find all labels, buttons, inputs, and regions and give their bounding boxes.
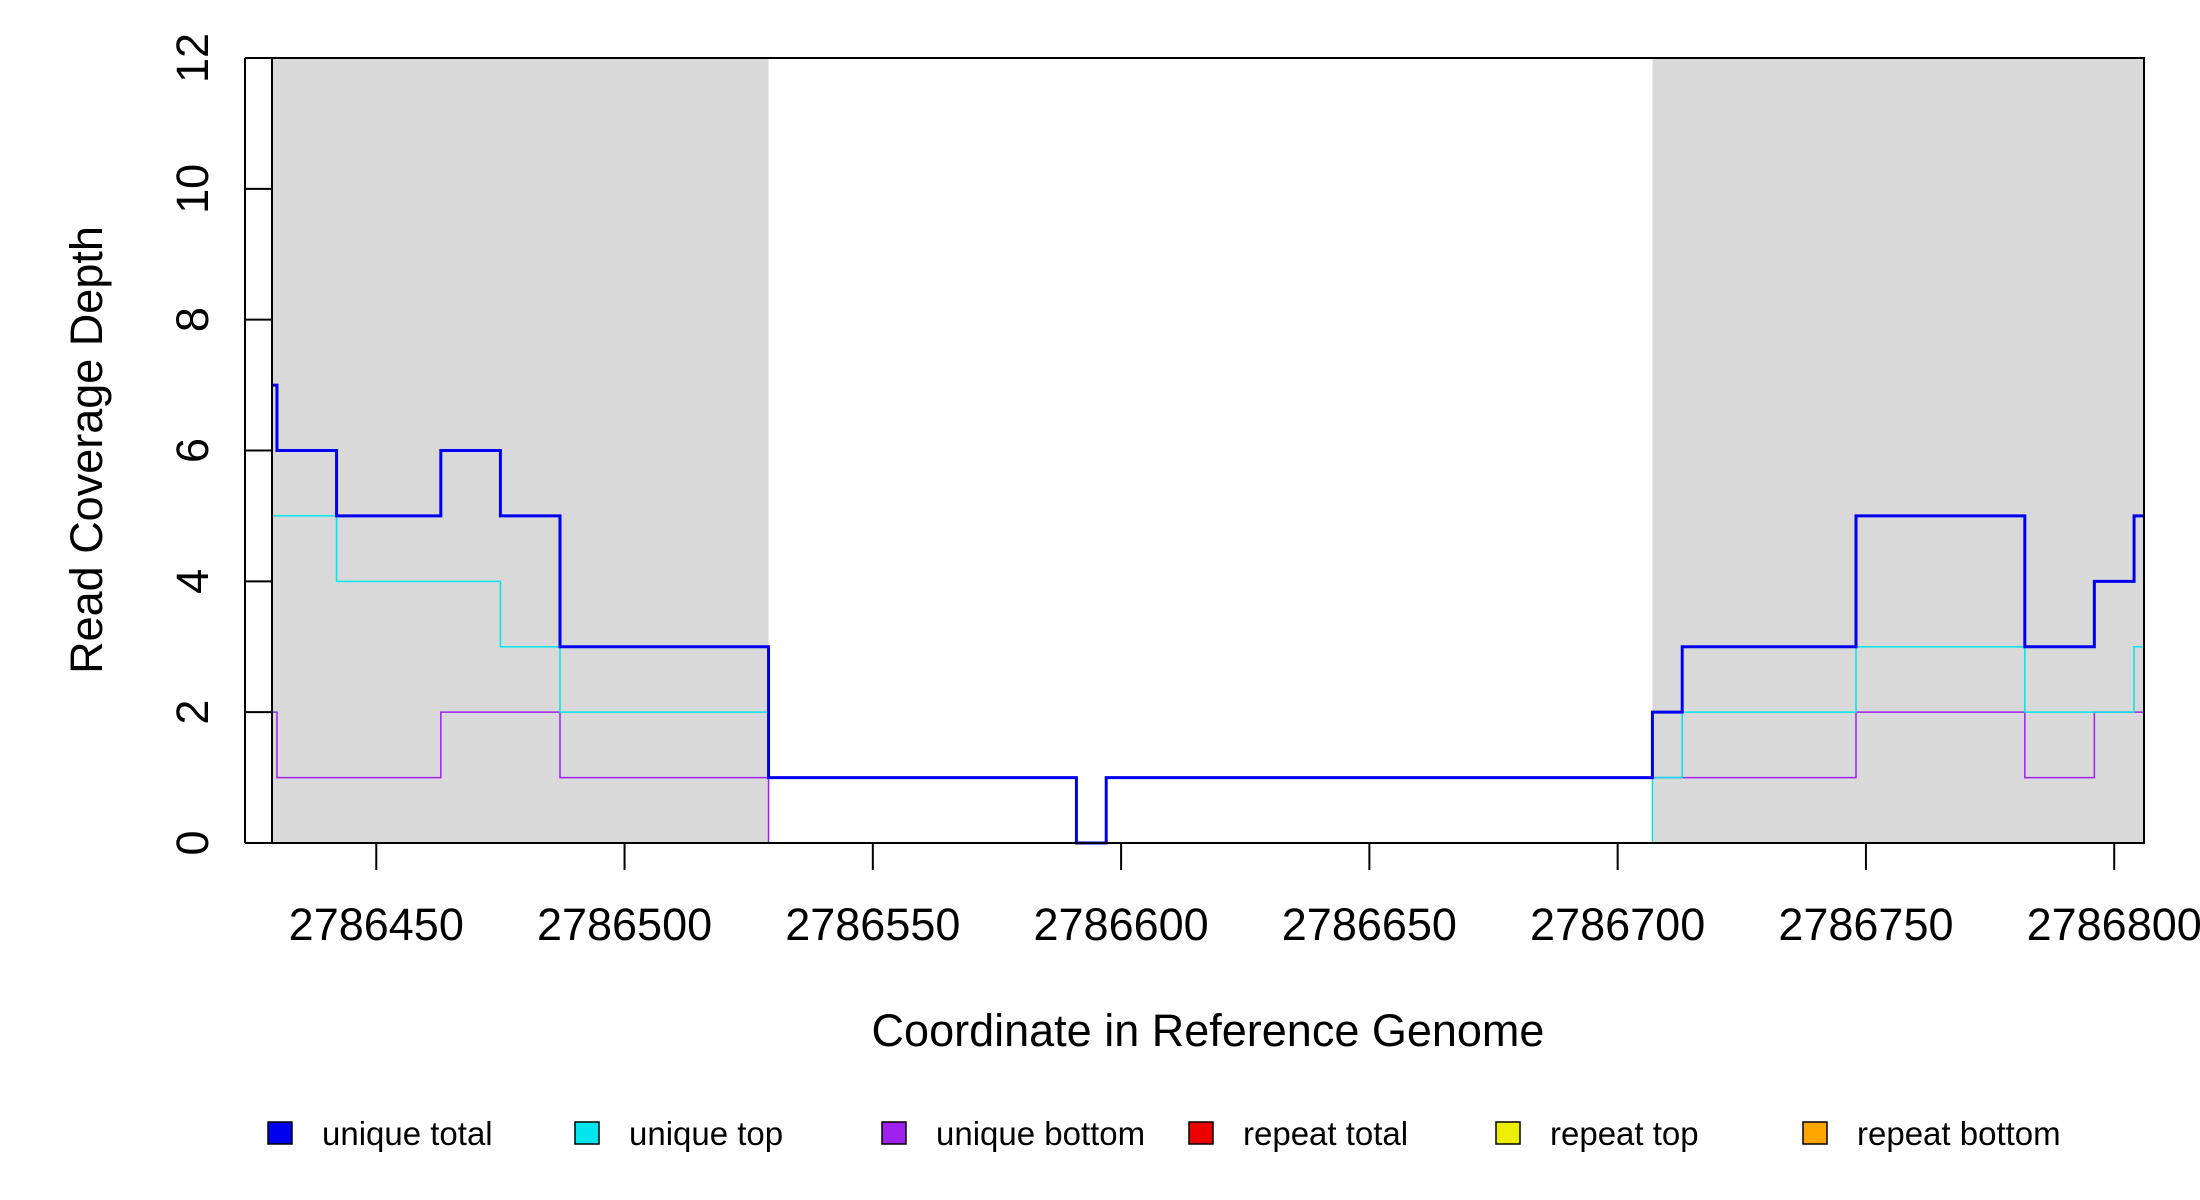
- x-tick-label: 2786700: [1530, 899, 1705, 950]
- x-axis-title: Coordinate in Reference Genome: [872, 1005, 1545, 1056]
- x-tick-label: 2786450: [289, 899, 464, 950]
- legend-label: unique total: [322, 1115, 493, 1152]
- legend-swatch: [1188, 1121, 1214, 1145]
- legend-item: unique top: [574, 1115, 783, 1152]
- y-tick-label: 12: [167, 33, 218, 83]
- legend-label: unique bottom: [936, 1115, 1145, 1152]
- legend-label: repeat total: [1243, 1115, 1408, 1152]
- x-tick-label: 2786500: [537, 899, 712, 950]
- legend-item: unique total: [267, 1115, 493, 1152]
- legend-swatch: [1802, 1121, 1828, 1145]
- legend-swatch: [1495, 1121, 1521, 1145]
- legend-item: repeat top: [1495, 1115, 1699, 1152]
- x-tick-label: 2786600: [1034, 899, 1209, 950]
- legend: unique total unique top unique bottom repea…: [267, 1115, 2061, 1152]
- legend-item: repeat bottom: [1802, 1115, 2061, 1152]
- x-tick-label: 2786550: [785, 899, 960, 950]
- y-axis: 0 2 4 6 8 10 12: [167, 33, 272, 856]
- y-tick-label: 0: [167, 830, 218, 855]
- legend-item: unique bottom: [881, 1115, 1145, 1152]
- legend-label: unique top: [629, 1115, 783, 1152]
- x-tick-label: 2786750: [1778, 899, 1953, 950]
- y-tick-label: 8: [167, 307, 218, 332]
- x-tick-label: 2786650: [1282, 899, 1457, 950]
- x-axis: 2786450 2786500 2786550 2786600 2786650 27867…: [289, 842, 2200, 950]
- legend-label: repeat top: [1550, 1115, 1699, 1152]
- legend-swatch: [574, 1121, 600, 1145]
- y-tick-label: 6: [167, 438, 218, 463]
- shaded-region-1: [272, 58, 769, 843]
- shaded-regions: [272, 58, 2144, 843]
- legend-swatch: [267, 1121, 293, 1145]
- y-axis-title: Read Coverage Depth: [61, 226, 112, 674]
- x-tick-label: 2786800: [2027, 899, 2200, 950]
- y-tick-label: 4: [167, 569, 218, 594]
- y-tick-label: 10: [167, 164, 218, 214]
- legend-swatch: [881, 1121, 907, 1145]
- legend-label: repeat bottom: [1857, 1115, 2061, 1152]
- legend-item: repeat total: [1188, 1115, 1408, 1152]
- shaded-region-2: [1652, 58, 2144, 843]
- y-tick-label: 2: [167, 700, 218, 725]
